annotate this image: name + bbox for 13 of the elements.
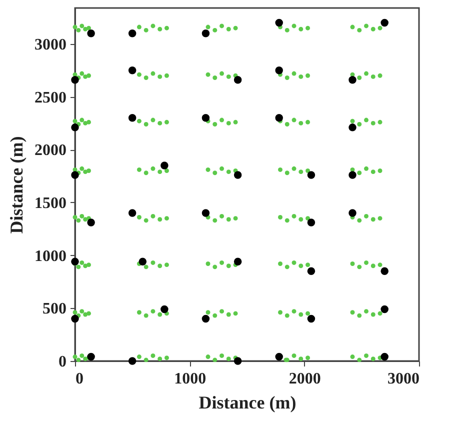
- x-tick-label: 3000: [388, 370, 420, 388]
- y-tick-label: 3000: [34, 36, 66, 54]
- y-tick-label: 1500: [34, 194, 66, 212]
- x-tick-label: 0: [76, 370, 84, 388]
- y-tick-label: 2000: [34, 142, 66, 160]
- y-axis-title: Distance (m): [6, 136, 26, 234]
- y-tick-label: 2500: [34, 89, 66, 106]
- x-tick-label: 1000: [174, 370, 206, 388]
- x-tick-label: 2000: [288, 370, 321, 388]
- x-axis-title: Distance (m): [198, 392, 296, 412]
- y-tick-label: 500: [42, 300, 66, 318]
- y-tick-label: 1000: [34, 248, 66, 265]
- y-tick-label: 0: [58, 354, 66, 370]
